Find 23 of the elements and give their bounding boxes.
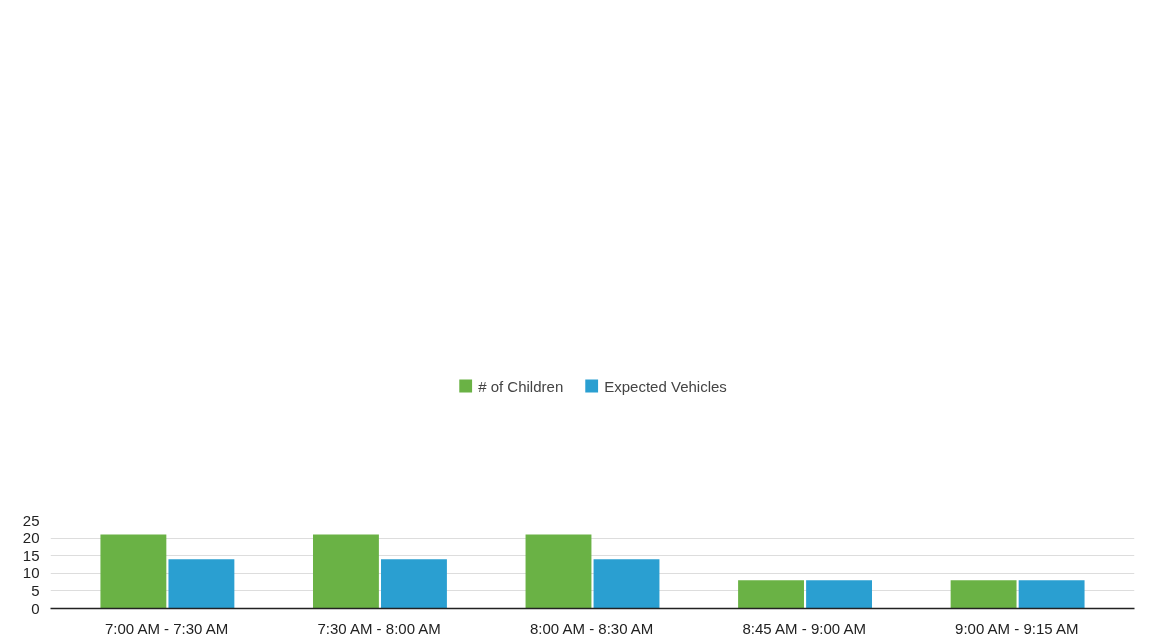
x-tick-label: 9:00 AM - 9:15 AM [955, 619, 1079, 637]
y-tick-label: 25 [22, 511, 40, 529]
y-tick-label: 20 [22, 529, 40, 547]
legend-label: # of Children [478, 377, 564, 395]
y-tick-label: 0 [31, 599, 40, 617]
bar [168, 559, 235, 609]
bar [525, 534, 592, 609]
legend-label: Expected Vehicles [604, 377, 727, 395]
bar [593, 559, 660, 609]
bar [738, 580, 804, 609]
x-tick-label: 8:00 AM - 8:30 AM [529, 619, 654, 637]
x-tick-label: 7:00 AM - 7:30 AM [104, 619, 229, 637]
y-tick-label: 15 [22, 546, 40, 564]
bar [100, 534, 167, 609]
bar [950, 580, 1017, 609]
y-tick-label: 10 [22, 564, 40, 582]
bar [1018, 580, 1085, 609]
x-tick-label: 8:45 AM - 9:00 AM [742, 619, 866, 637]
bar [381, 559, 447, 609]
y-tick-label: 5 [31, 581, 40, 599]
bar [313, 534, 379, 609]
x-tick-label: 7:30 AM - 8:00 AM [317, 619, 441, 637]
bar [806, 580, 872, 609]
